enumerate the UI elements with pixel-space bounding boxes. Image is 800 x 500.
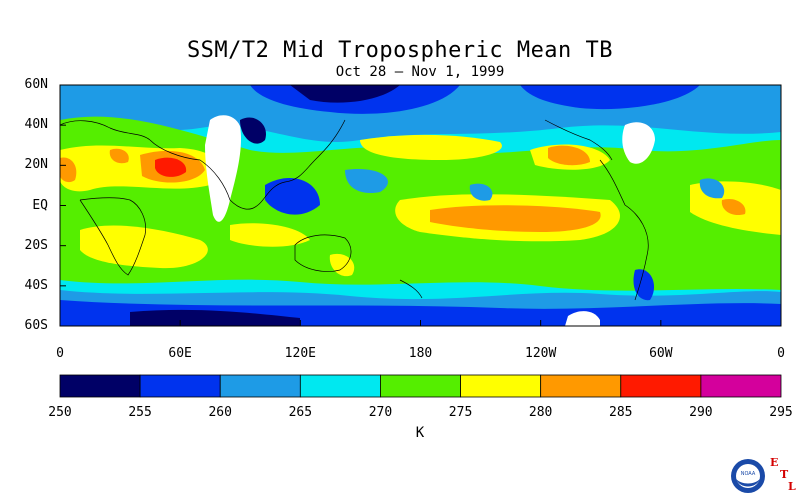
colorbar-swatch [139,374,221,398]
colorbar-tick-label: 275 [448,405,473,420]
latitude-label: 40N [24,117,48,133]
map-title: SSM/T2 Mid Tropospheric Mean TB [186,38,614,63]
colorbar-swatch [540,374,622,398]
colorbar [59,374,782,398]
longitude-label: 120W [525,346,557,361]
colorbar-swatch [620,374,702,398]
noaa-logo: NOAA [731,459,765,493]
longitude-label: 0 [777,346,785,361]
latitude-label: 20S [24,237,48,253]
latitude-label: 40S [24,277,48,293]
colorbar-tick-label: 260 [208,405,232,420]
longitude-label: 120E [284,346,316,361]
etl-letter-e: E [770,456,779,469]
colorbar-unit: K [415,425,425,441]
colorbar-swatch [460,374,542,398]
longitude-label: 60W [649,346,673,361]
longitude-label: 60E [168,346,192,361]
colorbar-tick-label: 270 [368,405,393,420]
longitude-label: 180 [408,346,433,361]
colorbar-swatch [219,374,301,398]
colorbar-swatch [380,374,461,398]
latitude-label: EQ [32,197,48,213]
colorbar-tick-label: 285 [609,405,633,420]
coastlines [60,119,649,301]
colorbar-swatch [59,374,141,398]
colorbar-swatch [700,374,782,398]
longitude-label: 0 [56,346,64,361]
map-subtitle: Oct 28 – Nov 1, 1999 [335,64,505,80]
colorbar-tick-label: 280 [528,405,553,420]
latitude-label: 20N [24,157,48,173]
etl-letter-t: T [780,468,789,481]
colorbar-tick-label: 295 [769,405,793,420]
colorbar-tick-label: 290 [689,405,713,420]
latitude-label: 60N [24,77,48,92]
latitude-label: 60S [24,318,48,333]
colorbar-tick-label: 255 [128,405,152,420]
temperature-field [60,85,781,326]
colorbar-tick-label: 250 [48,405,72,420]
colorbar-swatch [299,374,381,398]
noaa-logo-text: NOAA [741,471,756,477]
etl-letter-l: L [788,480,796,493]
colorbar-tick-label: 265 [288,405,313,420]
